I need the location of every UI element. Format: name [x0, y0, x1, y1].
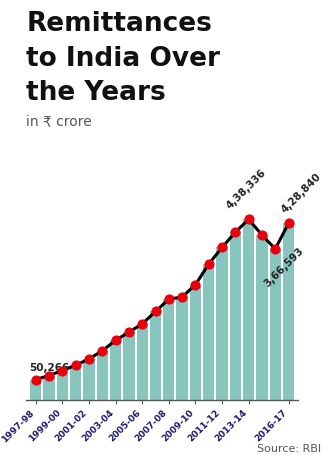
Point: [100, 347, 105, 354]
Bar: [43, 376, 55, 400]
Point: [166, 296, 171, 303]
Bar: [57, 371, 68, 400]
Bar: [163, 299, 174, 400]
Text: the Years: the Years: [26, 80, 166, 106]
Point: [46, 372, 52, 379]
Point: [140, 320, 145, 328]
Text: Source: RBI: Source: RBI: [257, 443, 321, 453]
Bar: [137, 324, 148, 400]
Bar: [83, 359, 95, 400]
Point: [193, 281, 198, 288]
Bar: [270, 249, 281, 400]
Bar: [203, 264, 214, 400]
Point: [179, 294, 185, 301]
Text: 4,28,840: 4,28,840: [279, 171, 323, 214]
Text: 50,266: 50,266: [29, 363, 70, 373]
Bar: [110, 341, 121, 400]
Text: Remittances: Remittances: [26, 11, 213, 37]
Point: [86, 355, 92, 363]
Point: [113, 337, 118, 344]
Bar: [176, 298, 188, 400]
Bar: [150, 312, 161, 400]
Point: [60, 367, 65, 374]
Point: [206, 261, 212, 268]
Point: [219, 244, 225, 252]
Point: [286, 220, 291, 228]
Bar: [243, 220, 254, 400]
Bar: [97, 351, 108, 400]
Point: [73, 362, 78, 369]
Point: [259, 232, 264, 239]
Text: 4,38,336: 4,38,336: [225, 167, 268, 210]
Point: [246, 216, 251, 223]
Text: to India Over: to India Over: [26, 46, 220, 71]
Bar: [190, 285, 201, 400]
Bar: [230, 233, 241, 400]
Point: [273, 246, 278, 253]
Bar: [256, 236, 268, 400]
Bar: [123, 333, 135, 400]
Bar: [30, 379, 41, 400]
Point: [233, 229, 238, 236]
Bar: [283, 224, 294, 400]
Bar: [216, 248, 228, 400]
Text: 3,66,593: 3,66,593: [262, 245, 306, 288]
Point: [153, 308, 158, 315]
Point: [126, 329, 132, 336]
Point: [33, 376, 38, 383]
Text: in ₹ crore: in ₹ crore: [26, 114, 92, 128]
Bar: [70, 365, 81, 400]
